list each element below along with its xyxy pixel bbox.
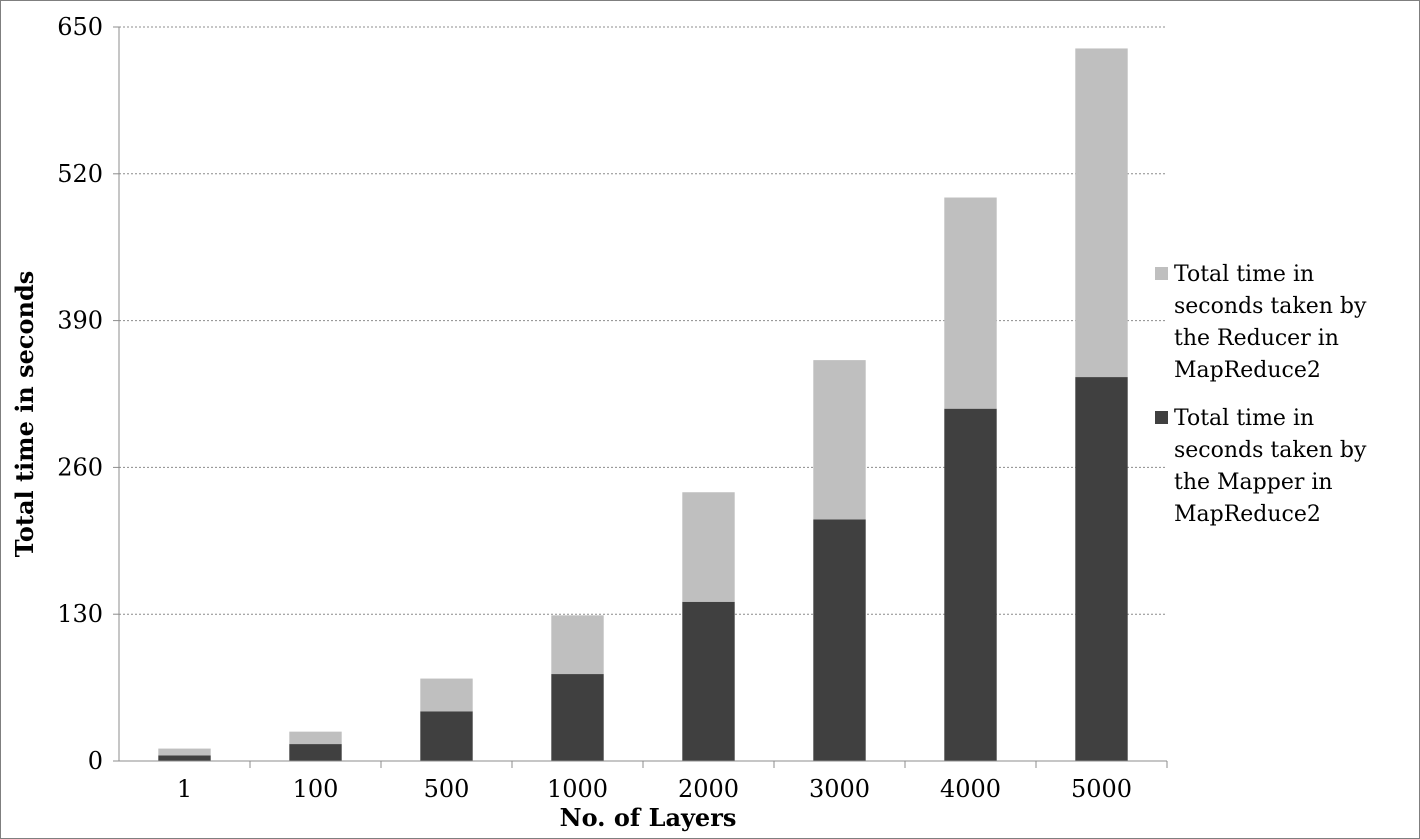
axes bbox=[118, 27, 1167, 762]
legend-item-mapper: Total time in seconds taken by the Mappe… bbox=[1155, 403, 1415, 531]
y-tick-label: 390 bbox=[57, 307, 103, 335]
bar-mapper-1 bbox=[158, 755, 211, 761]
x-tick-label: 3000 bbox=[809, 775, 870, 803]
bar-mapper-100 bbox=[289, 744, 342, 761]
bar-mapper-4000 bbox=[944, 408, 997, 761]
gridlines bbox=[119, 26, 1167, 615]
x-axis-title: No. of Layers bbox=[560, 803, 737, 832]
legend-swatch-reducer bbox=[1155, 267, 1168, 280]
y-tick-label: 130 bbox=[57, 600, 103, 628]
x-tick-label: 2000 bbox=[678, 775, 739, 803]
bar-mapper-2000 bbox=[682, 601, 735, 761]
bar-mapper-3000 bbox=[813, 519, 866, 761]
legend-swatch-mapper bbox=[1155, 411, 1168, 424]
x-tick-label: 4000 bbox=[940, 775, 1001, 803]
bar-reducer-1000 bbox=[551, 615, 604, 675]
x-tick-label: 500 bbox=[424, 775, 470, 803]
bar-reducer-500 bbox=[420, 678, 473, 712]
y-tick-labels: 0 130 260 390 520 650 bbox=[57, 13, 119, 775]
legend-item-reducer: Total time in seconds taken by the Reduc… bbox=[1155, 259, 1415, 387]
bar-reducer-2000 bbox=[682, 492, 735, 602]
bar-reducer-1 bbox=[158, 748, 211, 756]
bar-mapper-500 bbox=[420, 711, 473, 761]
bar-reducer-4000 bbox=[944, 197, 997, 409]
bar-mapper-5000 bbox=[1075, 377, 1128, 761]
chart-legend: Total time in seconds taken by the Reduc… bbox=[1155, 259, 1415, 547]
x-tick-labels: 1 100 500 1000 2000 3000 4000 5000 bbox=[177, 761, 1168, 803]
y-tick-label: 0 bbox=[88, 747, 103, 775]
bar-mapper-1000 bbox=[551, 674, 604, 761]
legend-label-mapper: Total time in seconds taken by the Mappe… bbox=[1174, 406, 1367, 527]
legend-label-reducer: Total time in seconds taken by the Reduc… bbox=[1174, 262, 1367, 383]
bar-reducer-5000 bbox=[1075, 48, 1128, 378]
x-tick-label: 1 bbox=[177, 775, 192, 803]
x-tick-label: 5000 bbox=[1071, 775, 1132, 803]
y-axis-title: Total time in seconds bbox=[10, 271, 39, 558]
x-tick-label: 100 bbox=[293, 775, 339, 803]
bar-reducer-100 bbox=[289, 731, 342, 745]
y-tick-label: 260 bbox=[57, 453, 103, 481]
bar-reducer-3000 bbox=[813, 360, 866, 520]
y-tick-label: 520 bbox=[57, 160, 103, 188]
x-tick-label: 1000 bbox=[547, 775, 608, 803]
bars bbox=[158, 48, 1128, 761]
y-tick-label: 650 bbox=[57, 13, 103, 41]
